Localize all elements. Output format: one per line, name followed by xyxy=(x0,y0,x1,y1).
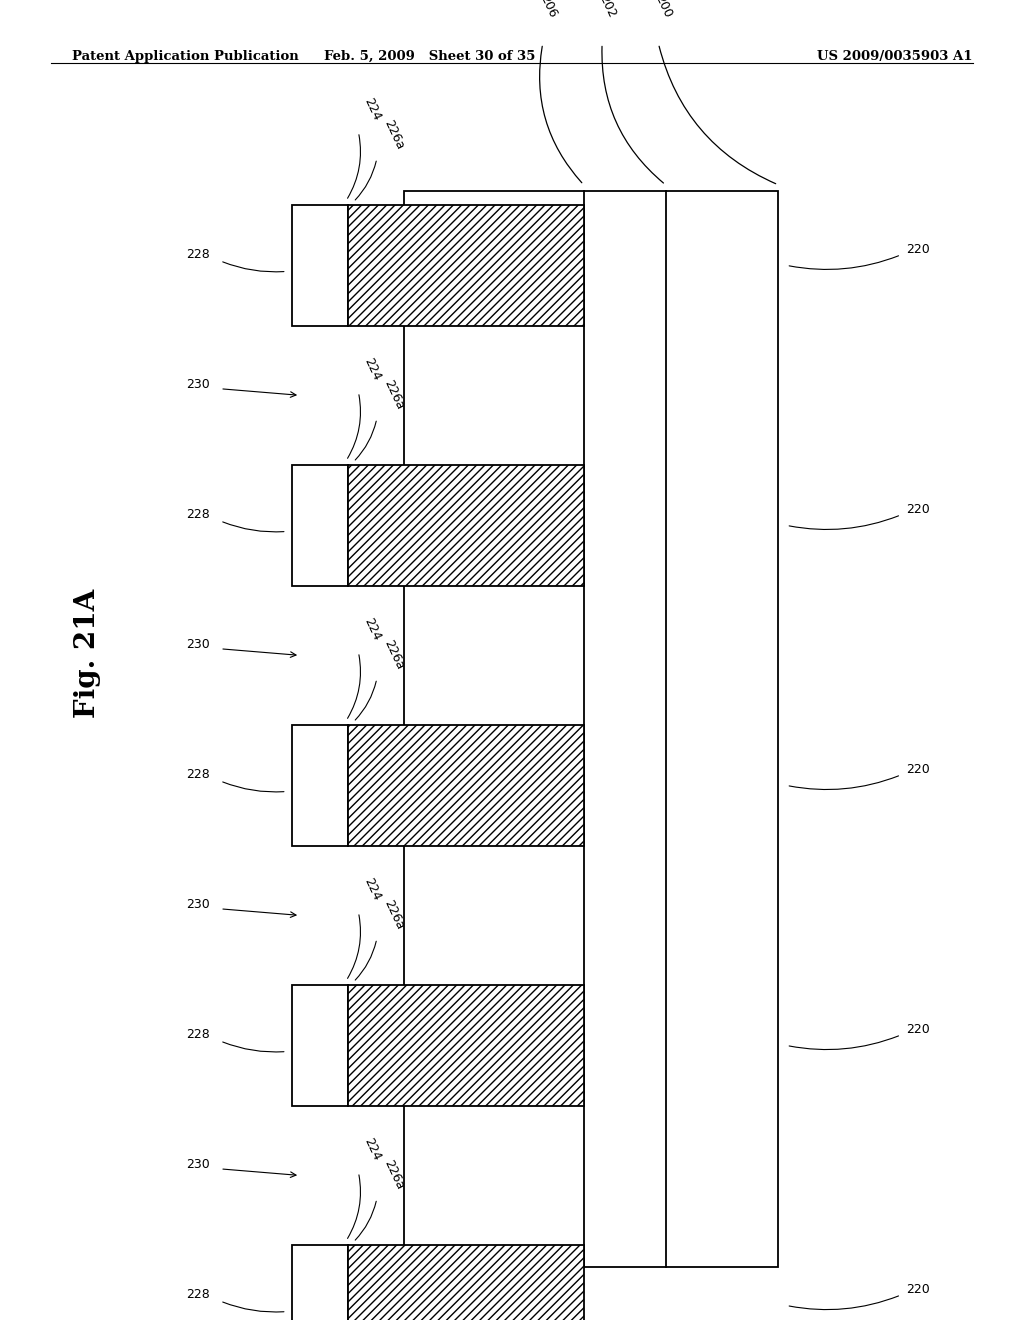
Text: US 2009/0035903 A1: US 2009/0035903 A1 xyxy=(817,50,973,63)
Bar xyxy=(292,725,348,846)
Text: 228: 228 xyxy=(186,508,210,521)
Text: 200: 200 xyxy=(652,0,675,20)
Bar xyxy=(348,465,584,586)
Text: 226a: 226a xyxy=(381,898,406,932)
Text: 226a: 226a xyxy=(381,378,406,412)
Text: 220: 220 xyxy=(906,763,930,776)
Bar xyxy=(404,191,778,1267)
Text: 228: 228 xyxy=(186,1028,210,1041)
Text: 224: 224 xyxy=(361,356,383,383)
Text: 220: 220 xyxy=(906,1023,930,1036)
Text: 202: 202 xyxy=(596,0,618,20)
Bar xyxy=(292,465,348,586)
Text: 230: 230 xyxy=(186,639,210,651)
Text: 226a: 226a xyxy=(381,638,406,672)
Bar xyxy=(348,205,584,326)
Bar xyxy=(292,205,348,326)
Bar xyxy=(292,1245,348,1320)
Text: 228: 228 xyxy=(186,1288,210,1302)
Text: 224: 224 xyxy=(361,96,383,123)
Text: 224: 224 xyxy=(361,876,383,903)
Text: 206: 206 xyxy=(537,0,559,20)
Text: 220: 220 xyxy=(906,1283,930,1296)
Text: 224: 224 xyxy=(361,1137,383,1163)
Text: Feb. 5, 2009   Sheet 30 of 35: Feb. 5, 2009 Sheet 30 of 35 xyxy=(325,50,536,63)
Text: 226a: 226a xyxy=(381,117,406,152)
Bar xyxy=(348,1245,584,1320)
Text: 228: 228 xyxy=(186,768,210,781)
Text: Fig. 21A: Fig. 21A xyxy=(74,589,100,718)
Bar xyxy=(292,985,348,1106)
Text: 220: 220 xyxy=(906,503,930,516)
Bar xyxy=(348,985,584,1106)
Text: 230: 230 xyxy=(186,379,210,391)
Text: 230: 230 xyxy=(186,1159,210,1171)
Text: 230: 230 xyxy=(186,899,210,911)
Text: 228: 228 xyxy=(186,248,210,261)
Text: 226a: 226a xyxy=(381,1158,406,1192)
Bar xyxy=(348,725,584,846)
Text: Patent Application Publication: Patent Application Publication xyxy=(72,50,298,63)
Text: 220: 220 xyxy=(906,243,930,256)
Text: 224: 224 xyxy=(361,616,383,643)
